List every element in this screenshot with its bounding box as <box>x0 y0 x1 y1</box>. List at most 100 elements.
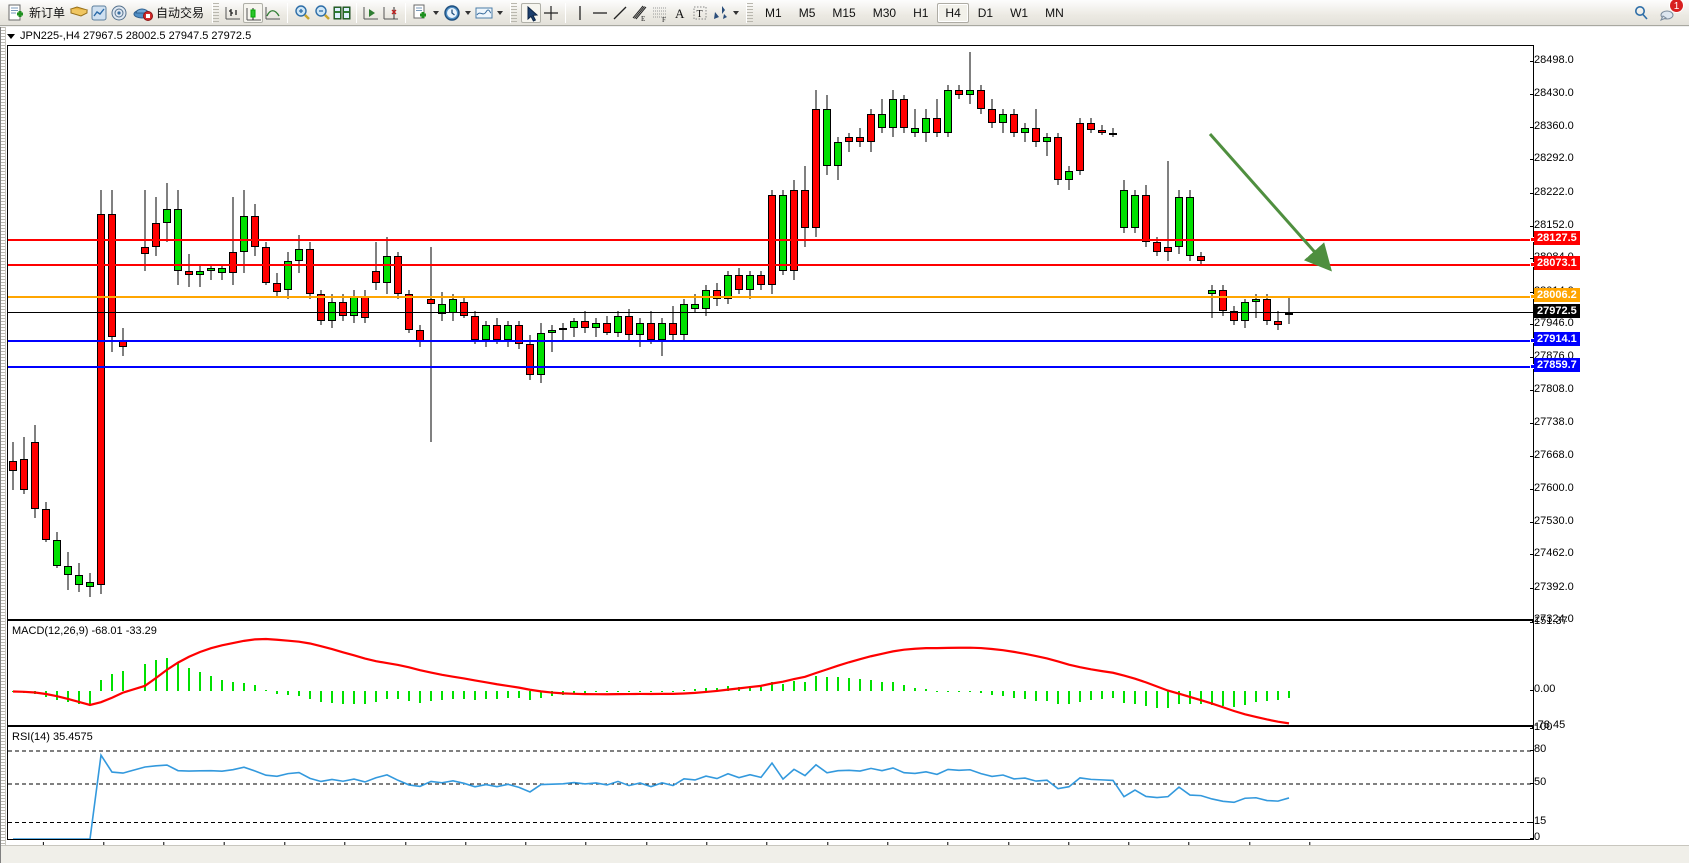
candlestick-chart-icon[interactable] <box>243 2 264 23</box>
horizontal-line-icon[interactable] <box>590 3 610 23</box>
price-level-label-resistance[interactable]: 28073.1 <box>1534 256 1580 271</box>
macd-histogram-bar <box>1123 691 1125 703</box>
toolbar-grip-2[interactable] <box>510 2 518 23</box>
macd-histogram-bar <box>265 690 267 692</box>
trendline-icon[interactable] <box>610 3 630 23</box>
text-icon[interactable]: A <box>670 3 690 23</box>
candlestick <box>592 46 600 621</box>
tile-windows-icon[interactable] <box>332 3 352 23</box>
radar-icon[interactable] <box>109 3 129 23</box>
candlestick <box>427 46 435 621</box>
search-icon[interactable] <box>1631 3 1651 23</box>
price-level-line-support[interactable] <box>8 338 1535 344</box>
auto-trading-icon <box>133 3 154 23</box>
macd-histogram-bar <box>859 679 861 692</box>
candlestick <box>1076 46 1084 621</box>
macd-histogram-bar <box>991 691 993 696</box>
candlestick <box>1274 46 1282 621</box>
price-level-label-pivot[interactable]: 28006.2 <box>1534 288 1580 303</box>
price-level-label-support[interactable]: 27859.7 <box>1534 358 1580 372</box>
line-chart-icon[interactable] <box>263 3 283 23</box>
timeframe-m5[interactable]: M5 <box>798 5 816 20</box>
toolbar-grip-3[interactable] <box>746 2 754 23</box>
timeframe-w1[interactable]: W1 <box>1010 5 1029 20</box>
equidistant-channel-icon[interactable]: E <box>630 3 650 23</box>
template-icon[interactable] <box>474 3 494 23</box>
macd-axis-tick: -78.45 <box>1529 719 1566 731</box>
macd-histogram-bar <box>914 687 916 692</box>
candlestick <box>1186 46 1194 621</box>
price-level-line-support[interactable] <box>8 364 1535 369</box>
timeframe-h4[interactable]: H4 <box>937 2 969 23</box>
arrows-dropdown-icon[interactable] <box>733 10 740 15</box>
add-indicator-icon[interactable] <box>410 3 430 23</box>
macd-histogram-bar <box>903 684 905 692</box>
macd-histogram-bar <box>1035 691 1037 701</box>
price-axis[interactable]: 28127.5 28073.1 28006.2 27972.5 27914.1 27859… <box>1529 45 1634 843</box>
period-dropdown-icon[interactable] <box>465 10 472 15</box>
zoom-in-icon[interactable] <box>292 3 312 23</box>
candlestick <box>493 46 501 621</box>
candlestick <box>955 46 963 621</box>
timeframe-m15[interactable]: M15 <box>832 5 856 20</box>
macd-histogram-bar <box>1024 691 1026 700</box>
rsi-pane[interactable]: RSI(14) 35.4575 <box>8 729 1534 839</box>
timeframe-mn[interactable]: MN <box>1045 5 1064 20</box>
macd-histogram-bar <box>386 691 388 699</box>
macd-histogram-bar <box>551 691 553 697</box>
new-order-button[interactable]: 新订单 <box>2 2 69 24</box>
clock-icon[interactable] <box>442 3 462 23</box>
candlestick <box>713 46 721 621</box>
notifications-icon[interactable]: 1 <box>1659 0 1684 23</box>
chart-window-icon[interactable] <box>89 3 109 23</box>
auto-trading-button[interactable]: 自动交易 <box>129 2 208 24</box>
macd-histogram-bar <box>1255 691 1257 703</box>
price-level-line-resistance[interactable] <box>8 236 1535 242</box>
folder-icon[interactable] <box>69 3 89 23</box>
chart-window-grip[interactable] <box>1 27 6 863</box>
candlestick <box>207 46 215 621</box>
vertical-line-icon[interactable] <box>570 3 590 23</box>
chart-shift-icon[interactable] <box>381 3 401 23</box>
crosshair-icon[interactable] <box>541 3 561 23</box>
macd-histogram-bar <box>1057 691 1059 704</box>
macd-pane[interactable]: MACD(12,26,9) -68.01 -33.29 <box>8 623 1534 727</box>
macd-histogram-bar <box>1112 691 1114 698</box>
fibonacci-retracement-icon[interactable]: F <box>650 3 670 24</box>
zoom-out-icon[interactable] <box>312 3 332 23</box>
price-pane[interactable] <box>8 46 1535 621</box>
price-level-line-last-price[interactable] <box>8 312 1534 314</box>
macd-axis-tick: 0.00 <box>1529 683 1556 696</box>
text-label-icon[interactable]: T <box>690 3 710 23</box>
macd-histogram-bar <box>320 691 322 703</box>
timeframe-d1[interactable]: D1 <box>977 5 994 20</box>
price-level-line-resistance[interactable] <box>8 262 1535 268</box>
timeframe-m1[interactable]: M1 <box>765 5 782 20</box>
candlestick <box>251 46 259 621</box>
timeframe-h1[interactable]: H1 <box>913 5 929 20</box>
cursor-icon[interactable] <box>521 2 542 23</box>
chart-plot-area[interactable]: MACD(12,26,9) -68.01 -33.29 RSI(14) 35.4… <box>7 45 1535 840</box>
template-dropdown-icon[interactable] <box>497 10 504 15</box>
auto-scroll-icon[interactable] <box>361 3 381 23</box>
macd-histogram-bar <box>342 691 344 705</box>
price-level-label-last-price[interactable]: 27972.5 <box>1534 304 1580 319</box>
candlestick <box>702 46 710 621</box>
price-level-label-support[interactable]: 27914.1 <box>1534 332 1580 347</box>
svg-text:F: F <box>662 16 666 23</box>
macd-histogram-bar <box>760 686 762 692</box>
add-indicator-dropdown-icon[interactable] <box>433 10 440 15</box>
arrows-icon[interactable] <box>710 3 730 23</box>
macd-histogram-bar <box>870 679 872 692</box>
chart-menu-icon[interactable] <box>7 33 15 39</box>
auto-trading-label: 自动交易 <box>156 6 205 20</box>
bar-chart-icon[interactable] <box>223 3 243 23</box>
timeframe-m30[interactable]: M30 <box>872 5 897 20</box>
toolbar-grip-1[interactable] <box>212 2 220 23</box>
candlestick <box>548 46 556 621</box>
macd-histogram-bar <box>782 684 784 692</box>
candlestick <box>1065 46 1073 621</box>
notification-badge: 1 <box>1669 0 1684 13</box>
price-level-label-resistance[interactable]: 28127.5 <box>1534 230 1580 245</box>
price-level-line-pivot[interactable] <box>8 294 1535 300</box>
